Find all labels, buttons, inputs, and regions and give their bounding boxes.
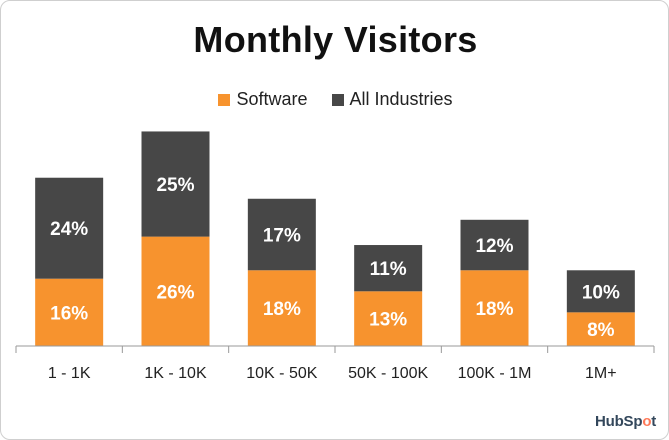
bar-software	[354, 291, 423, 346]
x-tick-label: 1M+	[585, 365, 617, 382]
x-tick-label: 1 - 1K	[48, 365, 91, 382]
data-label-software: 18%	[475, 299, 513, 320]
x-tick-label: 1K - 10K	[144, 365, 207, 382]
x-tick-label: 10K - 50K	[246, 365, 317, 382]
data-label-software: 13%	[369, 310, 407, 331]
data-label-all-industries: 11%	[370, 259, 407, 280]
bar-software	[247, 270, 316, 346]
data-label-software: 18%	[263, 299, 301, 320]
chart-title: Monthly Visitors	[193, 19, 478, 60]
data-label-all-industries: 12%	[475, 236, 513, 257]
legend-label-software: Software	[236, 89, 308, 109]
legend-label-all-industries: All Industries	[349, 89, 453, 109]
brand-text-pre: HubSp	[595, 413, 643, 430]
data-label-all-industries: 25%	[156, 175, 194, 196]
bar-all-industries	[141, 131, 210, 237]
brand-text-o: o	[642, 413, 652, 430]
legend-swatch-all-industries	[331, 93, 344, 106]
chart-legend: Software All Industries	[1, 89, 669, 110]
bar-software	[35, 278, 104, 346]
bar-all-industries	[247, 198, 316, 271]
bar-all-industries	[566, 270, 635, 313]
bar-all-industries	[354, 245, 423, 292]
brand-text-post: t	[651, 413, 657, 430]
bar-software	[460, 270, 529, 346]
bar-all-industries	[460, 219, 529, 271]
data-label-software: 26%	[156, 282, 194, 303]
bar-software	[566, 312, 635, 346]
x-tick-label: 100K - 1M	[458, 365, 532, 382]
bar-software	[141, 236, 210, 346]
data-label-all-industries: 24%	[50, 219, 88, 240]
hubspot-logo: HubSpot	[595, 413, 656, 430]
legend-swatch-software	[218, 93, 231, 106]
x-tick-label: 50K - 100K	[348, 365, 428, 382]
data-label-software: 8%	[587, 320, 615, 341]
legend-item-software: Software	[218, 89, 308, 110]
data-label-all-industries: 10%	[582, 282, 620, 303]
legend-item-all-industries: All Industries	[331, 89, 453, 110]
data-label-software: 16%	[50, 303, 88, 324]
data-label-all-industries: 17%	[263, 226, 301, 247]
bar-all-industries	[35, 177, 104, 279]
